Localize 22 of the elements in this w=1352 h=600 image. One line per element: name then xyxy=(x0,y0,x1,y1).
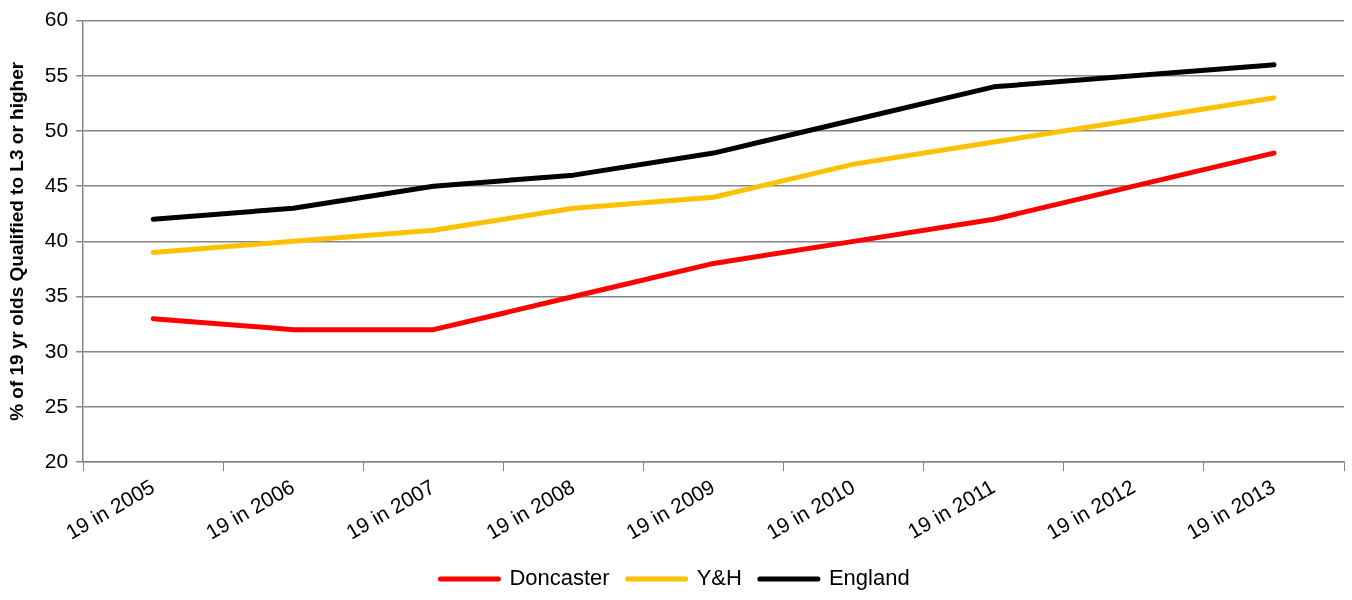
y-tick-label: 40 xyxy=(44,228,69,252)
legend-label: Doncaster xyxy=(509,565,610,591)
x-tick-label: 19 in 2011 xyxy=(903,474,999,543)
x-tick-label: 19 in 2012 xyxy=(1042,474,1139,544)
y-tick-label: 30 xyxy=(44,338,69,362)
y-tick-label: 50 xyxy=(44,117,69,141)
x-tick-label: 19 in 2005 xyxy=(61,474,159,544)
y-tick-label: 20 xyxy=(44,448,69,472)
y-tick-label: 55 xyxy=(44,62,69,86)
y-tick-label: 45 xyxy=(44,172,69,196)
x-tick-label: 19 in 2013 xyxy=(1182,474,1279,544)
x-tick-label: 19 in 2009 xyxy=(622,474,719,544)
x-tick-label: 19 in 2007 xyxy=(341,474,439,544)
y-axis-title: % of 19 yr olds Qualified to L3 or higher xyxy=(5,61,27,421)
legend-label: England xyxy=(828,565,910,591)
legend-label: Y&H xyxy=(696,565,742,591)
x-tick-label: 19 in 2010 xyxy=(762,474,859,544)
x-tick-label: 19 in 2006 xyxy=(201,474,299,544)
y-tick-label: 25 xyxy=(44,393,69,417)
y-tick-label: 60 xyxy=(44,7,69,31)
x-tick-label: 19 in 2008 xyxy=(481,474,579,544)
y-tick-label: 35 xyxy=(44,283,69,307)
